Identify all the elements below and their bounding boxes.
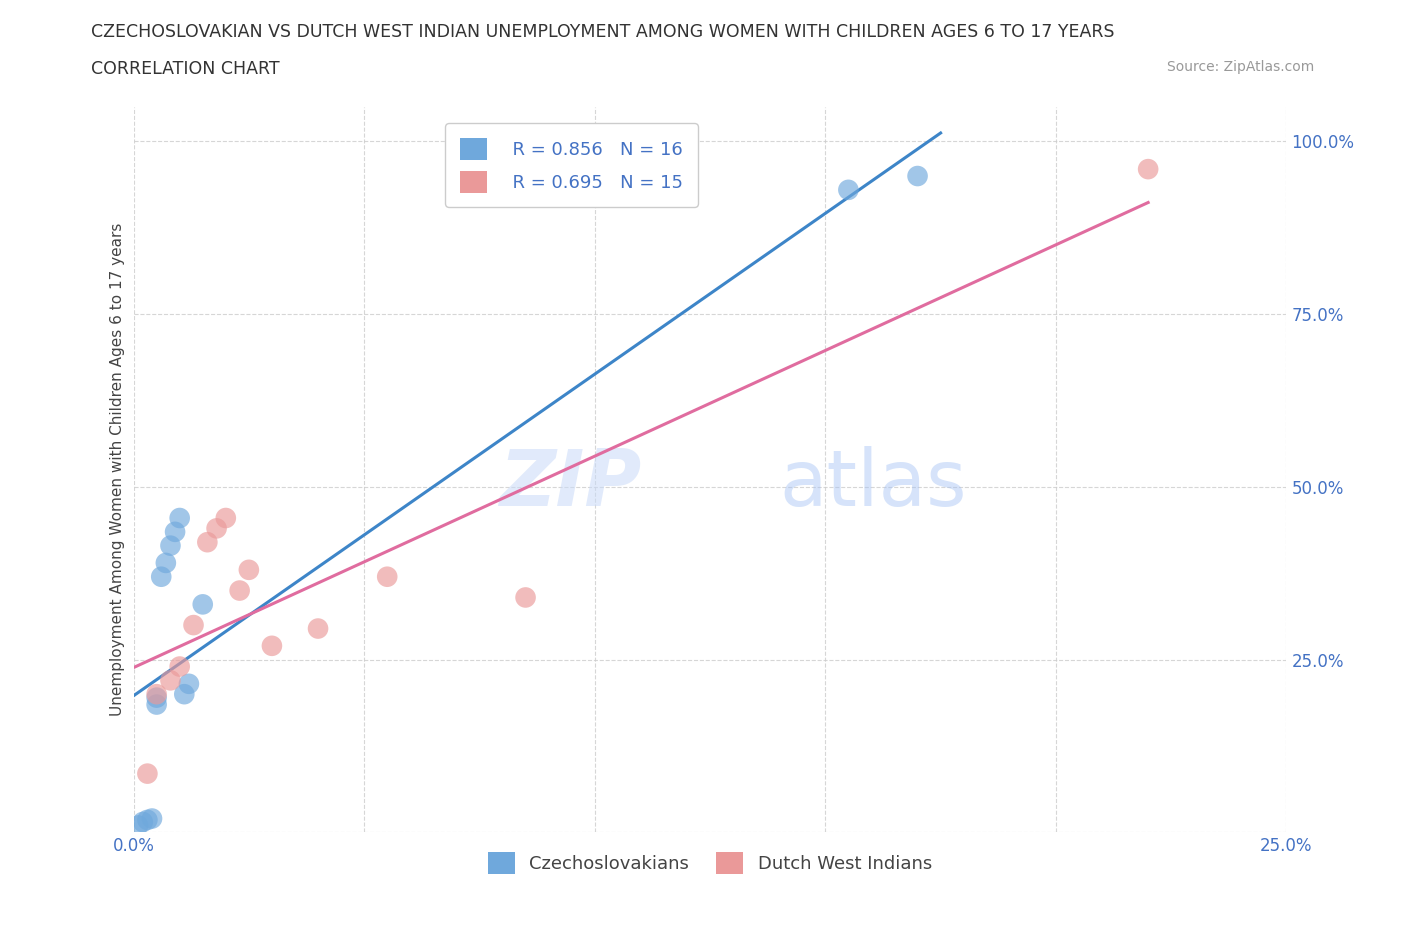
Point [228, 583, 250, 598]
Point [141, 811, 163, 826]
Point [136, 813, 159, 828]
Text: CORRELATION CHART: CORRELATION CHART [91, 60, 280, 78]
Point [173, 686, 195, 701]
Point [145, 698, 167, 712]
Point [1137, 162, 1160, 177]
Y-axis label: Unemployment Among Women with Children Ages 6 to 17 years: Unemployment Among Women with Children A… [110, 223, 125, 716]
Point [307, 621, 329, 636]
Point [169, 511, 191, 525]
Point [169, 659, 191, 674]
Legend: Czechoslovakians, Dutch West Indians: Czechoslovakians, Dutch West Indians [481, 844, 939, 882]
Text: ZIP: ZIP [499, 446, 641, 522]
Point [132, 815, 155, 830]
Point [159, 538, 181, 553]
Point [136, 766, 159, 781]
Point [155, 555, 177, 570]
Point [145, 686, 167, 701]
Point [183, 618, 205, 632]
Point [260, 638, 283, 653]
Point [215, 511, 238, 525]
Point [375, 569, 398, 584]
Point [165, 525, 187, 539]
Point [837, 182, 859, 197]
Point [195, 535, 218, 550]
Point [191, 597, 214, 612]
Point [238, 563, 260, 578]
Text: atlas: atlas [779, 446, 967, 522]
Point [145, 690, 167, 705]
Point [515, 590, 537, 604]
Point [127, 818, 149, 833]
Point [907, 168, 929, 183]
Point [159, 673, 181, 688]
Text: CZECHOSLOVAKIAN VS DUTCH WEST INDIAN UNEMPLOYMENT AMONG WOMEN WITH CHILDREN AGES: CZECHOSLOVAKIAN VS DUTCH WEST INDIAN UNE… [91, 23, 1115, 41]
Point [177, 676, 200, 691]
Point [150, 569, 173, 584]
Text: Source: ZipAtlas.com: Source: ZipAtlas.com [1167, 60, 1315, 74]
Point [205, 521, 228, 536]
